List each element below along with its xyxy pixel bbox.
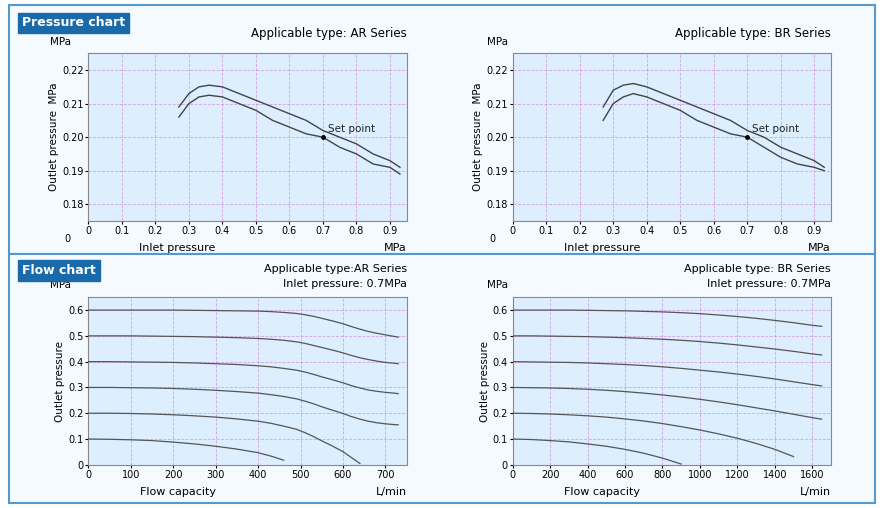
Text: MPa: MPa <box>50 280 72 291</box>
Text: Inlet pressure: Inlet pressure <box>564 243 640 253</box>
Y-axis label: Outlet pressure  MPa: Outlet pressure MPa <box>50 83 59 192</box>
Text: Applicable type: BR Series: Applicable type: BR Series <box>675 27 831 40</box>
Text: MPa: MPa <box>487 280 508 291</box>
Text: MPa: MPa <box>384 243 407 253</box>
Text: Applicable type:AR Series: Applicable type:AR Series <box>263 264 407 274</box>
Y-axis label: Outlet pressure  MPa: Outlet pressure MPa <box>474 83 484 192</box>
Text: Flow chart: Flow chart <box>22 264 95 277</box>
Text: MPa: MPa <box>487 37 508 47</box>
Text: Inlet pressure: 0.7MPa: Inlet pressure: 0.7MPa <box>283 279 407 289</box>
Text: Inlet pressure: Inlet pressure <box>140 243 216 253</box>
Y-axis label: Outlet pressure: Outlet pressure <box>480 340 490 422</box>
Text: Set point: Set point <box>752 124 799 134</box>
Text: L/min: L/min <box>800 487 831 497</box>
Text: MPa: MPa <box>50 37 72 47</box>
Y-axis label: Outlet pressure: Outlet pressure <box>56 340 65 422</box>
Text: MPa: MPa <box>808 243 831 253</box>
Text: Applicable type: BR Series: Applicable type: BR Series <box>684 264 831 274</box>
Text: L/min: L/min <box>376 487 407 497</box>
Text: Pressure chart: Pressure chart <box>22 16 126 29</box>
Text: Set point: Set point <box>328 124 375 134</box>
Text: Flow capacity: Flow capacity <box>564 487 640 497</box>
Text: Flow capacity: Flow capacity <box>140 487 216 497</box>
Text: Applicable type: AR Series: Applicable type: AR Series <box>251 27 407 40</box>
Text: Inlet pressure: 0.7MPa: Inlet pressure: 0.7MPa <box>707 279 831 289</box>
Text: 0: 0 <box>489 234 495 244</box>
Text: 0: 0 <box>65 234 71 244</box>
